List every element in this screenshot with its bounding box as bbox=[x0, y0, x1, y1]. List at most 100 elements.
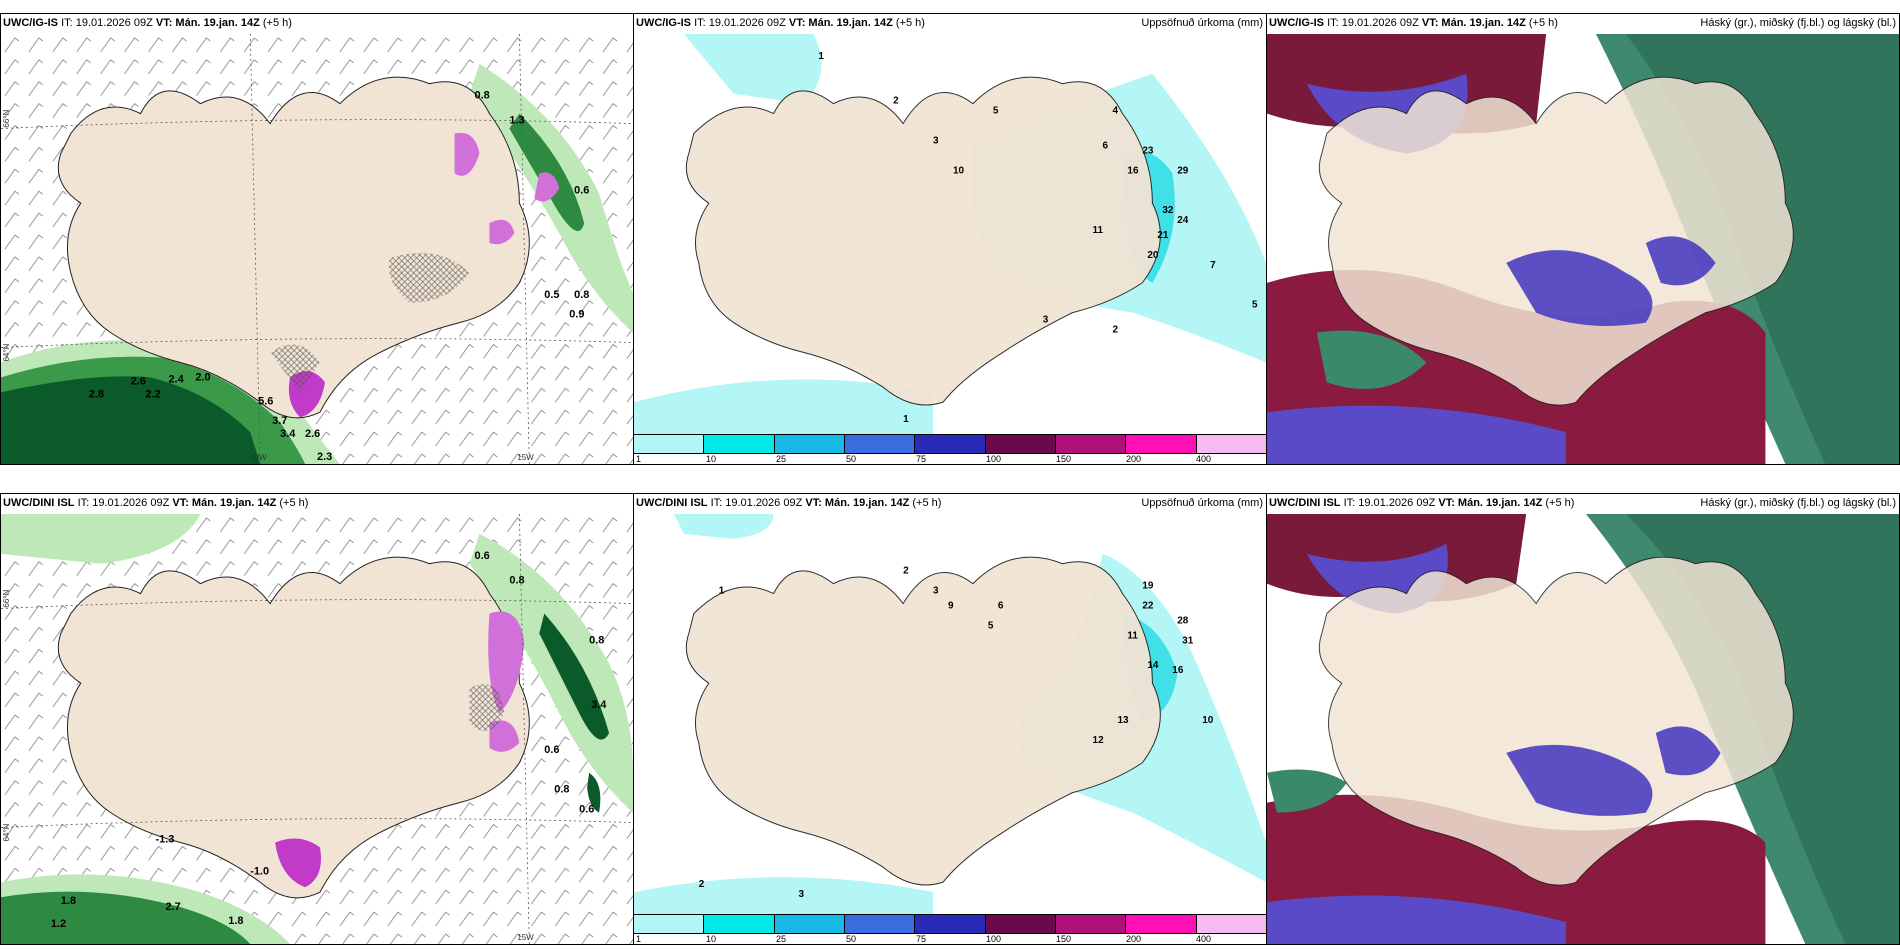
panel-title: Uppsöfnuð úrkoma (mm) bbox=[1141, 497, 1263, 509]
panel-wind-precip-ig: UWC/IG-IS IT: 19.01.2026 09Z VT: Mán. 19… bbox=[0, 13, 634, 465]
value-label: 24 bbox=[1177, 215, 1189, 226]
value-label: 0.5 bbox=[544, 289, 559, 301]
legend-label: 25 bbox=[776, 934, 787, 944]
panel-title: Uppsöfnuð úrkoma (mm) bbox=[1141, 17, 1263, 29]
legend-label: 75 bbox=[916, 934, 927, 944]
legend-label: 25 bbox=[776, 454, 787, 464]
value-label: 3.4 bbox=[591, 699, 607, 711]
value-label: 0.6 bbox=[574, 184, 589, 196]
value-label: 3.7 bbox=[272, 415, 287, 427]
value-label: 12 bbox=[1093, 735, 1105, 746]
legend-swatch bbox=[704, 915, 775, 933]
value-labels: 0.6 0.8 0.6 0.8 3.4 0.8 0.6 -1.3 -1.0 1.… bbox=[51, 550, 607, 930]
legend-swatch bbox=[844, 435, 916, 453]
precip-legend: 1 10 25 50 75 100 150 200 400 bbox=[634, 434, 1266, 464]
value-label: 2 bbox=[1112, 325, 1118, 336]
legend-label: 50 bbox=[846, 934, 857, 944]
legend-swatch bbox=[774, 915, 845, 933]
legend-label: 400 bbox=[1196, 934, 1212, 944]
value-label: 6 bbox=[1103, 140, 1109, 151]
value-label: 2.2 bbox=[146, 388, 161, 400]
legend-label: 400 bbox=[1196, 454, 1212, 464]
value-label: 11 bbox=[1127, 630, 1138, 641]
legend-swatch bbox=[1196, 915, 1266, 933]
legend-label: 1 bbox=[636, 454, 642, 464]
value-label: 2.6 bbox=[131, 375, 146, 387]
value-label: 0.8 bbox=[509, 575, 524, 587]
value-label: 0.8 bbox=[589, 634, 604, 646]
value-label: 0.8 bbox=[574, 289, 589, 301]
axis-lat-64: 64°N bbox=[2, 823, 11, 841]
legend-label: 10 bbox=[706, 454, 717, 464]
legend-label: 150 bbox=[1056, 454, 1072, 464]
value-labels: 0.8 1.3 0.6 0.5 0.8 0.9 2.8 2.6 2.2 2.0 … bbox=[89, 90, 590, 463]
value-label: 5 bbox=[1252, 300, 1258, 311]
axis-lon-15: 15W bbox=[517, 933, 534, 942]
legend-label: 10 bbox=[706, 934, 717, 944]
axis-lat-64: 64°N bbox=[2, 343, 11, 361]
value-label: 22 bbox=[1142, 601, 1154, 612]
map-area[interactable] bbox=[1267, 514, 1899, 944]
map-area[interactable]: 1 2 3 5 4 6 23 16 29 32 24 21 20 7 3 2 1… bbox=[634, 34, 1266, 434]
axis-lon-15: 15W bbox=[517, 453, 534, 462]
map-area[interactable]: 1 2 3 9 6 5 19 22 28 31 16 14 11 10 12 1… bbox=[634, 514, 1266, 914]
value-label: 1 bbox=[903, 414, 909, 425]
value-label: 10 bbox=[1202, 715, 1214, 726]
value-label: 19 bbox=[1142, 581, 1154, 592]
value-label: 7 bbox=[1210, 260, 1216, 271]
panel-header: UWC/IG-IS IT: 19.01.2026 09Z VT: Mán. 19… bbox=[3, 17, 292, 29]
value-label: 28 bbox=[1177, 615, 1189, 626]
value-labels: 1 2 3 9 6 5 19 22 28 31 16 14 11 10 12 1… bbox=[699, 566, 1214, 900]
value-label: 5 bbox=[993, 106, 999, 117]
value-label: 3 bbox=[1043, 315, 1049, 326]
value-label: 2 bbox=[903, 566, 909, 577]
axis-lon-20: 20W bbox=[250, 453, 267, 462]
value-label: 5 bbox=[988, 620, 994, 631]
panel-wind-precip-dini: UWC/DINI ISL IT: 19.01.2026 09Z VT: Mán.… bbox=[0, 493, 634, 945]
value-label: 2.0 bbox=[195, 371, 210, 383]
legend-swatch bbox=[1196, 435, 1266, 453]
value-label: 32 bbox=[1162, 205, 1174, 216]
value-label: 3.4 bbox=[280, 428, 296, 440]
value-label: 3 bbox=[933, 135, 939, 146]
legend-label: 100 bbox=[986, 454, 1002, 464]
value-label: 2.6 bbox=[305, 428, 320, 440]
panel-header: UWC/DINI ISL IT: 19.01.2026 09Z VT: Mán.… bbox=[636, 497, 942, 509]
value-label: 11 bbox=[1093, 225, 1104, 236]
value-label: 13 bbox=[1117, 715, 1129, 726]
legend-label: 100 bbox=[986, 934, 1002, 944]
value-label: 0.6 bbox=[544, 744, 559, 756]
panel-precip-dini: UWC/DINI ISL IT: 19.01.2026 09Z VT: Mán.… bbox=[633, 493, 1267, 945]
panel-precip-ig: UWC/IG-IS IT: 19.01.2026 09Z VT: Mán. 19… bbox=[633, 13, 1267, 465]
value-label: 16 bbox=[1127, 165, 1139, 176]
axis-lat-66: 66°N bbox=[2, 110, 11, 128]
axis-lat-66: 66°N bbox=[2, 590, 11, 608]
legend-swatch bbox=[915, 435, 986, 453]
value-label: 0.6 bbox=[579, 804, 594, 816]
legend-swatch bbox=[915, 915, 986, 933]
legend-label: 75 bbox=[916, 454, 927, 464]
value-label: 31 bbox=[1182, 635, 1194, 646]
legend-swatch bbox=[985, 915, 1056, 933]
legend-label: 1 bbox=[636, 934, 642, 944]
legend-swatch bbox=[634, 435, 705, 453]
value-label: -1.3 bbox=[156, 833, 175, 845]
value-label: 3 bbox=[933, 586, 939, 597]
value-label: 0.8 bbox=[475, 90, 490, 102]
panel-title: Háský (gr.), miðský (fj.bl.) og lágský (… bbox=[1700, 497, 1896, 509]
panel-header: UWC/DINI ISL IT: 19.01.2026 09Z VT: Mán.… bbox=[3, 497, 309, 509]
legend-swatch bbox=[1126, 915, 1197, 933]
map-area[interactable] bbox=[1267, 34, 1899, 464]
legend-swatch bbox=[1055, 915, 1127, 933]
panel-header: UWC/IG-IS IT: 19.01.2026 09Z VT: Mán. 19… bbox=[1269, 17, 1558, 29]
value-label: 3 bbox=[798, 889, 804, 900]
map-area[interactable]: 66°N 64°N 20W 15W 0.8 1.3 0.6 0.5 0.8 0.… bbox=[1, 34, 633, 464]
value-label: 29 bbox=[1177, 165, 1189, 176]
value-label: 1 bbox=[719, 586, 725, 597]
value-label: 2.8 bbox=[89, 388, 104, 400]
map-area[interactable]: 66°N 64°N 15W 0.6 0.8 0.6 0.8 3.4 0.8 0.… bbox=[1, 514, 633, 944]
value-label: 1.8 bbox=[228, 915, 243, 927]
value-label: 5.6 bbox=[258, 395, 273, 407]
value-label: 2.3 bbox=[317, 451, 332, 463]
panel-clouds-dini: UWC/DINI ISL IT: 19.01.2026 09Z VT: Mán.… bbox=[1266, 493, 1900, 945]
